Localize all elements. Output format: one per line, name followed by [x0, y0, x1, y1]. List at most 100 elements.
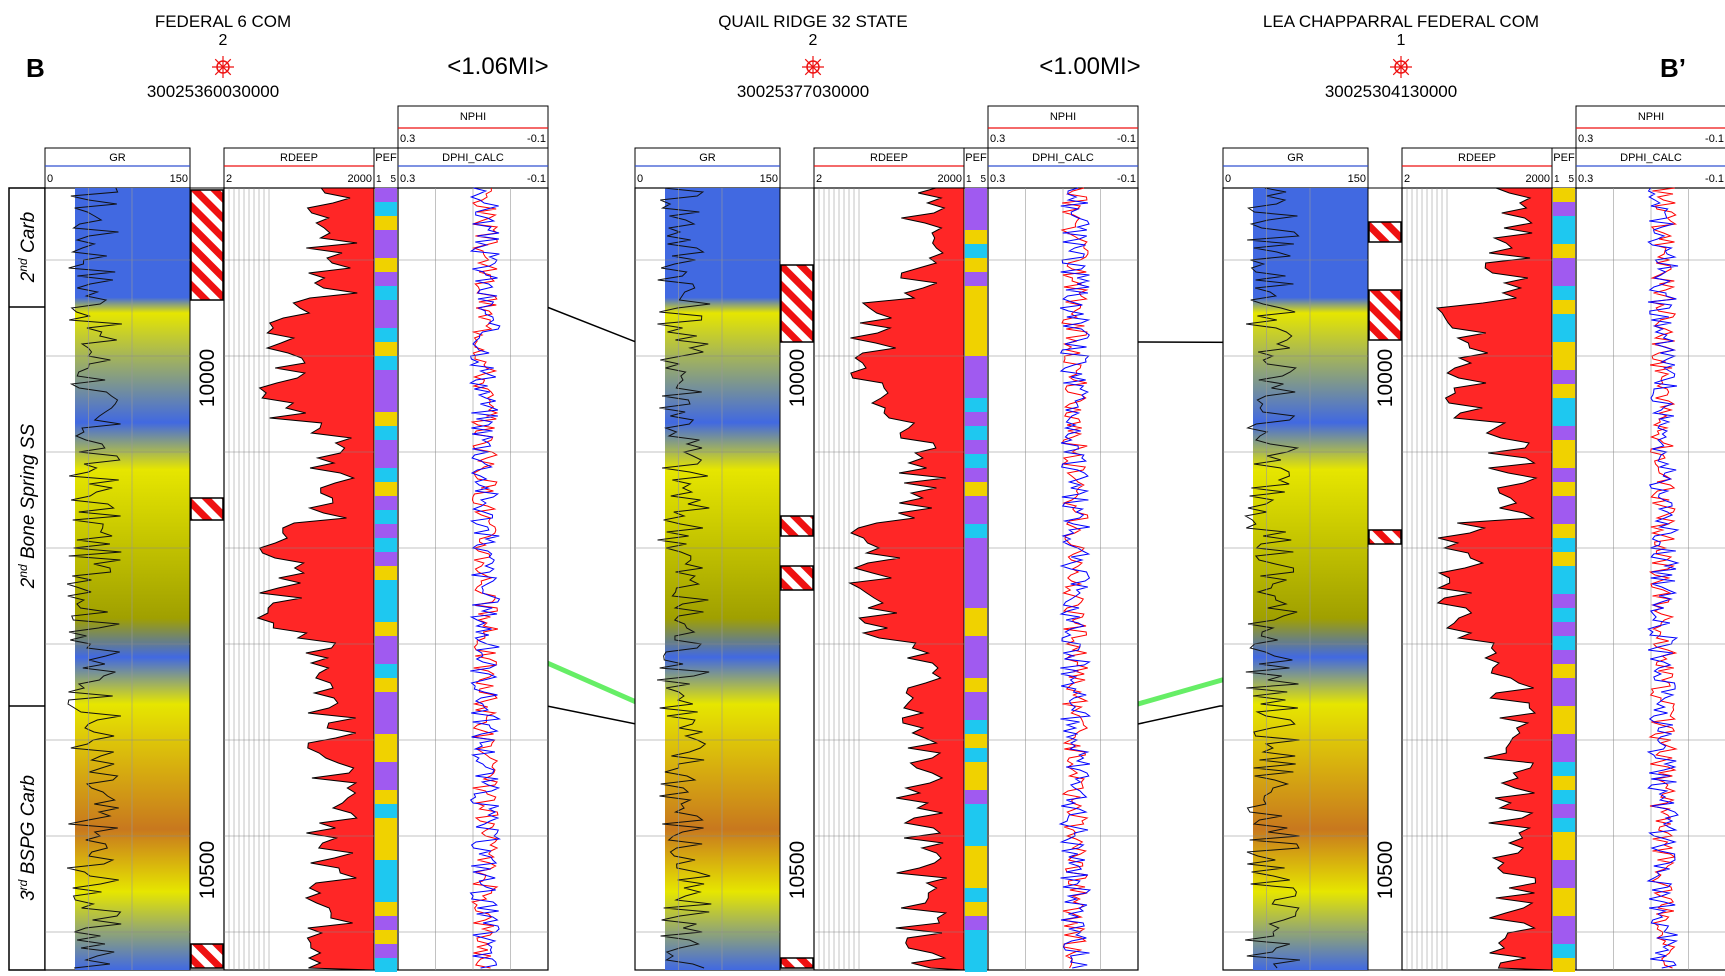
well-api-number: 30025304130000: [1325, 82, 1457, 101]
pef-track-name: PEF: [1553, 152, 1575, 164]
core-interval-box: [780, 957, 814, 969]
gr-fill: [665, 188, 780, 970]
core-interval-box: [190, 497, 224, 521]
nphi-track-name: NPHI: [1638, 111, 1664, 123]
gr-track: GR 0 150: [1222, 147, 1369, 971]
dphi-scale-max: -0.1: [1117, 173, 1136, 185]
pef-track: PEF 1 5: [373, 147, 399, 972]
rdeep-track-name: RDEEP: [280, 152, 318, 164]
well-name: LEA CHAPPARRAL FEDERAL COM: [1263, 12, 1539, 31]
pef-track-name: PEF: [375, 152, 397, 164]
depth-label: 10000: [786, 349, 809, 407]
section-end-label: B’: [1660, 53, 1686, 83]
rdeep-scale-max: 2000: [1526, 173, 1550, 185]
pef-scale-min: 1: [966, 174, 972, 185]
rdeep-track-name: RDEEP: [870, 152, 908, 164]
gr-curve: [657, 187, 712, 969]
rdeep-track: RDEEP 2 2000: [1401, 147, 1553, 971]
pef-scale-max: 5: [390, 174, 396, 185]
well-name: FEDERAL 6 COM: [155, 12, 291, 31]
pef-track: PEF 1 5: [1551, 147, 1577, 972]
well-number: 2: [219, 32, 228, 49]
depth-column: 10000 10500: [189, 187, 225, 971]
gr-track: GR 0 150: [634, 147, 781, 971]
dphi-track-name: DPHI_CALC: [442, 152, 504, 164]
spacing-label-2: <1.00MI>: [1039, 53, 1140, 80]
nphi-curve: [470, 187, 499, 969]
core-interval-box: [190, 189, 224, 301]
dphi-curve: [1646, 187, 1680, 969]
well-symbol-icon: [212, 56, 234, 78]
gr-curve: [1244, 187, 1301, 969]
rdeep-scale-max: 2000: [348, 173, 372, 185]
well-name: QUAIL RIDGE 32 STATE: [718, 12, 908, 31]
gr-curve: [66, 187, 122, 969]
porosity-track: NPHI 0.3 -0.1 DPHI_CALC 0.3 -0.1: [397, 105, 549, 971]
depth-label: 10500: [786, 841, 809, 899]
pef-scale-min: 1: [1554, 174, 1560, 185]
core-interval-box: [190, 943, 224, 969]
dphi-track-name: DPHI_CALC: [1032, 152, 1094, 164]
dphi-scale-min: 0.3: [990, 173, 1005, 185]
core-interval-box: [1368, 221, 1402, 243]
dphi-scale-max: -0.1: [1705, 173, 1724, 185]
well-number: 1: [1397, 32, 1406, 49]
section-start-label: B: [26, 53, 45, 83]
gr-scale-max: 150: [760, 173, 778, 185]
formation-label-2: 2nd Bone Spring SS: [16, 423, 39, 589]
well-api-number: 30025377030000: [737, 82, 869, 101]
rdeep-track: RDEEP 2 2000: [813, 147, 965, 971]
rdeep-scale-max: 2000: [938, 173, 962, 185]
rdeep-scale-min: 2: [1404, 173, 1410, 185]
pef-scale-max: 5: [1568, 174, 1574, 185]
formation-label-3: 3rd BSPG Carb: [16, 775, 39, 901]
nphi-scale-max: -0.1: [1705, 133, 1724, 145]
dphi-curve: [468, 187, 502, 969]
rdeep-curve: [256, 187, 375, 971]
porosity-track: NPHI 0.3 -0.1 DPHI_CALC 0.3 -0.1: [987, 105, 1139, 971]
nphi-scale-min: 0.3: [400, 133, 415, 145]
gr-scale-max: 150: [1348, 173, 1366, 185]
gr-scale-max: 150: [170, 173, 188, 185]
formation-column: 2nd Carb 2nd Bone Spring SS 3rd BSPG Car…: [8, 187, 46, 971]
depth-label: 10000: [196, 349, 219, 407]
formation-label-1: 2nd Carb: [16, 212, 39, 283]
well-number: 2: [809, 32, 818, 49]
nphi-scale-min: 0.3: [1578, 133, 1593, 145]
gr-scale-min: 0: [1225, 173, 1231, 185]
dphi-scale-min: 0.3: [1578, 173, 1593, 185]
well-panel-3: LEA CHAPPARRAL FEDERAL COM13002530413000…: [1222, 12, 1725, 972]
depth-label: 10000: [1374, 349, 1397, 407]
gr-scale-min: 0: [47, 173, 53, 185]
nphi-scale-max: -0.1: [1117, 133, 1136, 145]
core-interval-box: [1368, 289, 1402, 341]
dphi-curve: [1058, 187, 1092, 969]
nphi-track-name: NPHI: [1050, 111, 1076, 123]
rdeep-curve: [848, 187, 965, 971]
core-interval-box: [780, 264, 814, 343]
well-symbol-icon: [802, 56, 824, 78]
pef-track-name: PEF: [965, 152, 987, 164]
depth-label: 10500: [196, 841, 219, 899]
dphi-scale-min: 0.3: [400, 173, 415, 185]
pef-scale-min: 1: [376, 174, 382, 185]
porosity-track: NPHI 0.3 -0.1 DPHI_CALC 0.3 -0.1: [1575, 105, 1725, 971]
core-interval-box: [1368, 529, 1402, 545]
gr-fill: [1253, 188, 1368, 970]
depth-column: 10000 10500: [779, 187, 815, 971]
rdeep-scale-min: 2: [226, 173, 232, 185]
depth-label: 10500: [1374, 841, 1397, 899]
well-symbol-icon: [1390, 56, 1412, 78]
nphi-track-name: NPHI: [460, 111, 486, 123]
core-interval-box: [780, 515, 814, 537]
gr-track-name: GR: [699, 152, 716, 164]
dphi-track-name: DPHI_CALC: [1620, 152, 1682, 164]
core-interval-box: [780, 565, 814, 591]
dphi-scale-max: -0.1: [527, 173, 546, 185]
nphi-scale-min: 0.3: [990, 133, 1005, 145]
well-api-number: 30025360030000: [147, 82, 279, 101]
nphi-scale-max: -0.1: [527, 133, 546, 145]
